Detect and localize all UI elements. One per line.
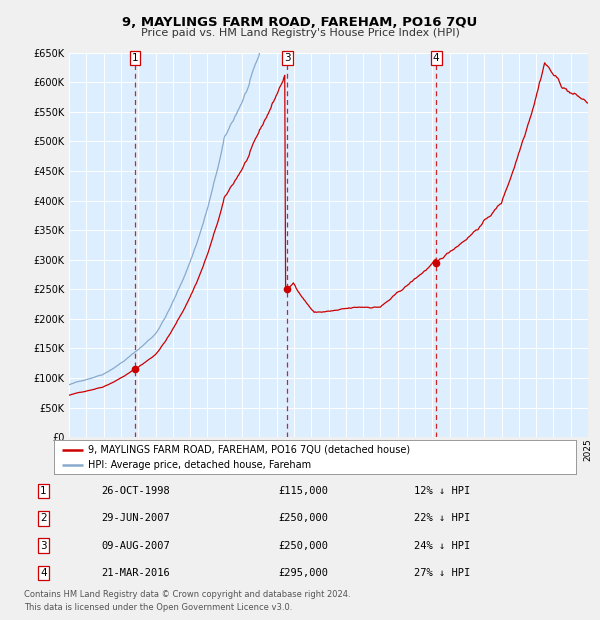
Text: 2: 2	[40, 513, 47, 523]
Text: 12% ↓ HPI: 12% ↓ HPI	[415, 486, 470, 496]
Text: £295,000: £295,000	[278, 568, 328, 578]
Text: 3: 3	[284, 53, 290, 63]
Text: 1: 1	[40, 486, 47, 496]
Text: Price paid vs. HM Land Registry's House Price Index (HPI): Price paid vs. HM Land Registry's House …	[140, 28, 460, 38]
Text: 24% ↓ HPI: 24% ↓ HPI	[415, 541, 470, 551]
Text: £250,000: £250,000	[278, 541, 328, 551]
Text: 1: 1	[132, 53, 139, 63]
Text: £115,000: £115,000	[278, 486, 328, 496]
Text: 27% ↓ HPI: 27% ↓ HPI	[415, 568, 470, 578]
Text: 29-JUN-2007: 29-JUN-2007	[101, 513, 170, 523]
Text: £250,000: £250,000	[278, 513, 328, 523]
Text: Contains HM Land Registry data © Crown copyright and database right 2024.: Contains HM Land Registry data © Crown c…	[24, 590, 350, 599]
Text: 4: 4	[40, 568, 47, 578]
Text: HPI: Average price, detached house, Fareham: HPI: Average price, detached house, Fare…	[88, 461, 311, 471]
Text: 9, MAYLINGS FARM ROAD, FAREHAM, PO16 7QU: 9, MAYLINGS FARM ROAD, FAREHAM, PO16 7QU	[122, 16, 478, 29]
Text: 3: 3	[40, 541, 47, 551]
Text: 22% ↓ HPI: 22% ↓ HPI	[415, 513, 470, 523]
Text: 26-OCT-1998: 26-OCT-1998	[101, 486, 170, 496]
Text: This data is licensed under the Open Government Licence v3.0.: This data is licensed under the Open Gov…	[24, 603, 292, 613]
Text: 09-AUG-2007: 09-AUG-2007	[101, 541, 170, 551]
Text: 4: 4	[433, 53, 439, 63]
Text: 9, MAYLINGS FARM ROAD, FAREHAM, PO16 7QU (detached house): 9, MAYLINGS FARM ROAD, FAREHAM, PO16 7QU…	[88, 445, 410, 454]
Text: 21-MAR-2016: 21-MAR-2016	[101, 568, 170, 578]
